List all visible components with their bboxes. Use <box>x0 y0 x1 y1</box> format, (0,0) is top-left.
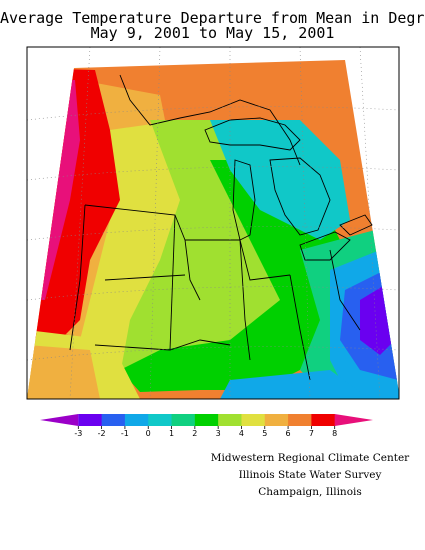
legend-swatch <box>148 414 173 426</box>
legend-tick-label: 6 <box>286 429 291 438</box>
legend-tick-label: 7 <box>309 429 314 438</box>
legend-tick-label: 8 <box>332 429 337 438</box>
credit-line-3: Champaign, Illinois <box>258 486 362 498</box>
map-date-range: May 9, 2001 to May 15, 2001 <box>90 24 335 42</box>
legend-swatch <box>171 414 196 426</box>
map-title: Average Temperature Departure from Mean … <box>0 9 425 27</box>
legend-tick-label: 5 <box>262 429 267 438</box>
legend-tick-label: 4 <box>239 429 244 438</box>
legend-tick-labels: -3 -2 -1 0 1 2 3 4 5 6 7 8 <box>74 426 337 438</box>
legend-swatch <box>241 414 266 426</box>
state-boundaries <box>69 74 361 381</box>
great-lakes <box>204 117 373 261</box>
legend-swatch <box>218 414 242 426</box>
legend-swatch <box>124 414 149 426</box>
legend-tick-label: 3 <box>216 429 221 438</box>
map-frame <box>26 46 400 400</box>
legend-tick-label: -2 <box>98 429 106 438</box>
legend-tick-label: 0 <box>146 429 151 438</box>
credit-line-2: Illinois State Water Survey <box>238 469 382 481</box>
legend-swatch <box>101 414 126 426</box>
legend-swatch <box>311 414 336 426</box>
credit-line-1: Midwestern Regional Climate Center <box>210 452 410 464</box>
legend-swatch <box>194 414 219 426</box>
legend-tick-label: 2 <box>192 429 197 438</box>
legend-swatch <box>264 414 289 426</box>
legend-color-bar <box>40 414 373 426</box>
graticule <box>27 47 399 399</box>
legend-tick-label: -3 <box>74 429 82 438</box>
legend-tick-label: -1 <box>121 429 129 438</box>
legend-swatch <box>40 414 79 426</box>
legend-swatch <box>334 414 373 426</box>
legend-swatch <box>78 414 103 426</box>
legend-tick-label: 1 <box>169 429 174 438</box>
legend-swatch <box>288 414 312 426</box>
